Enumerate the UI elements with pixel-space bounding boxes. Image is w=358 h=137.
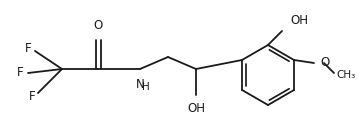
Text: F: F [24,42,31,55]
Text: H: H [142,82,150,92]
Text: O: O [320,56,329,69]
Text: F: F [29,91,36,103]
Text: CH₃: CH₃ [337,70,355,80]
Text: OH: OH [187,102,205,115]
Text: OH: OH [290,14,308,27]
Text: F: F [18,66,24,79]
Text: O: O [93,19,103,32]
Text: N: N [136,78,144,91]
